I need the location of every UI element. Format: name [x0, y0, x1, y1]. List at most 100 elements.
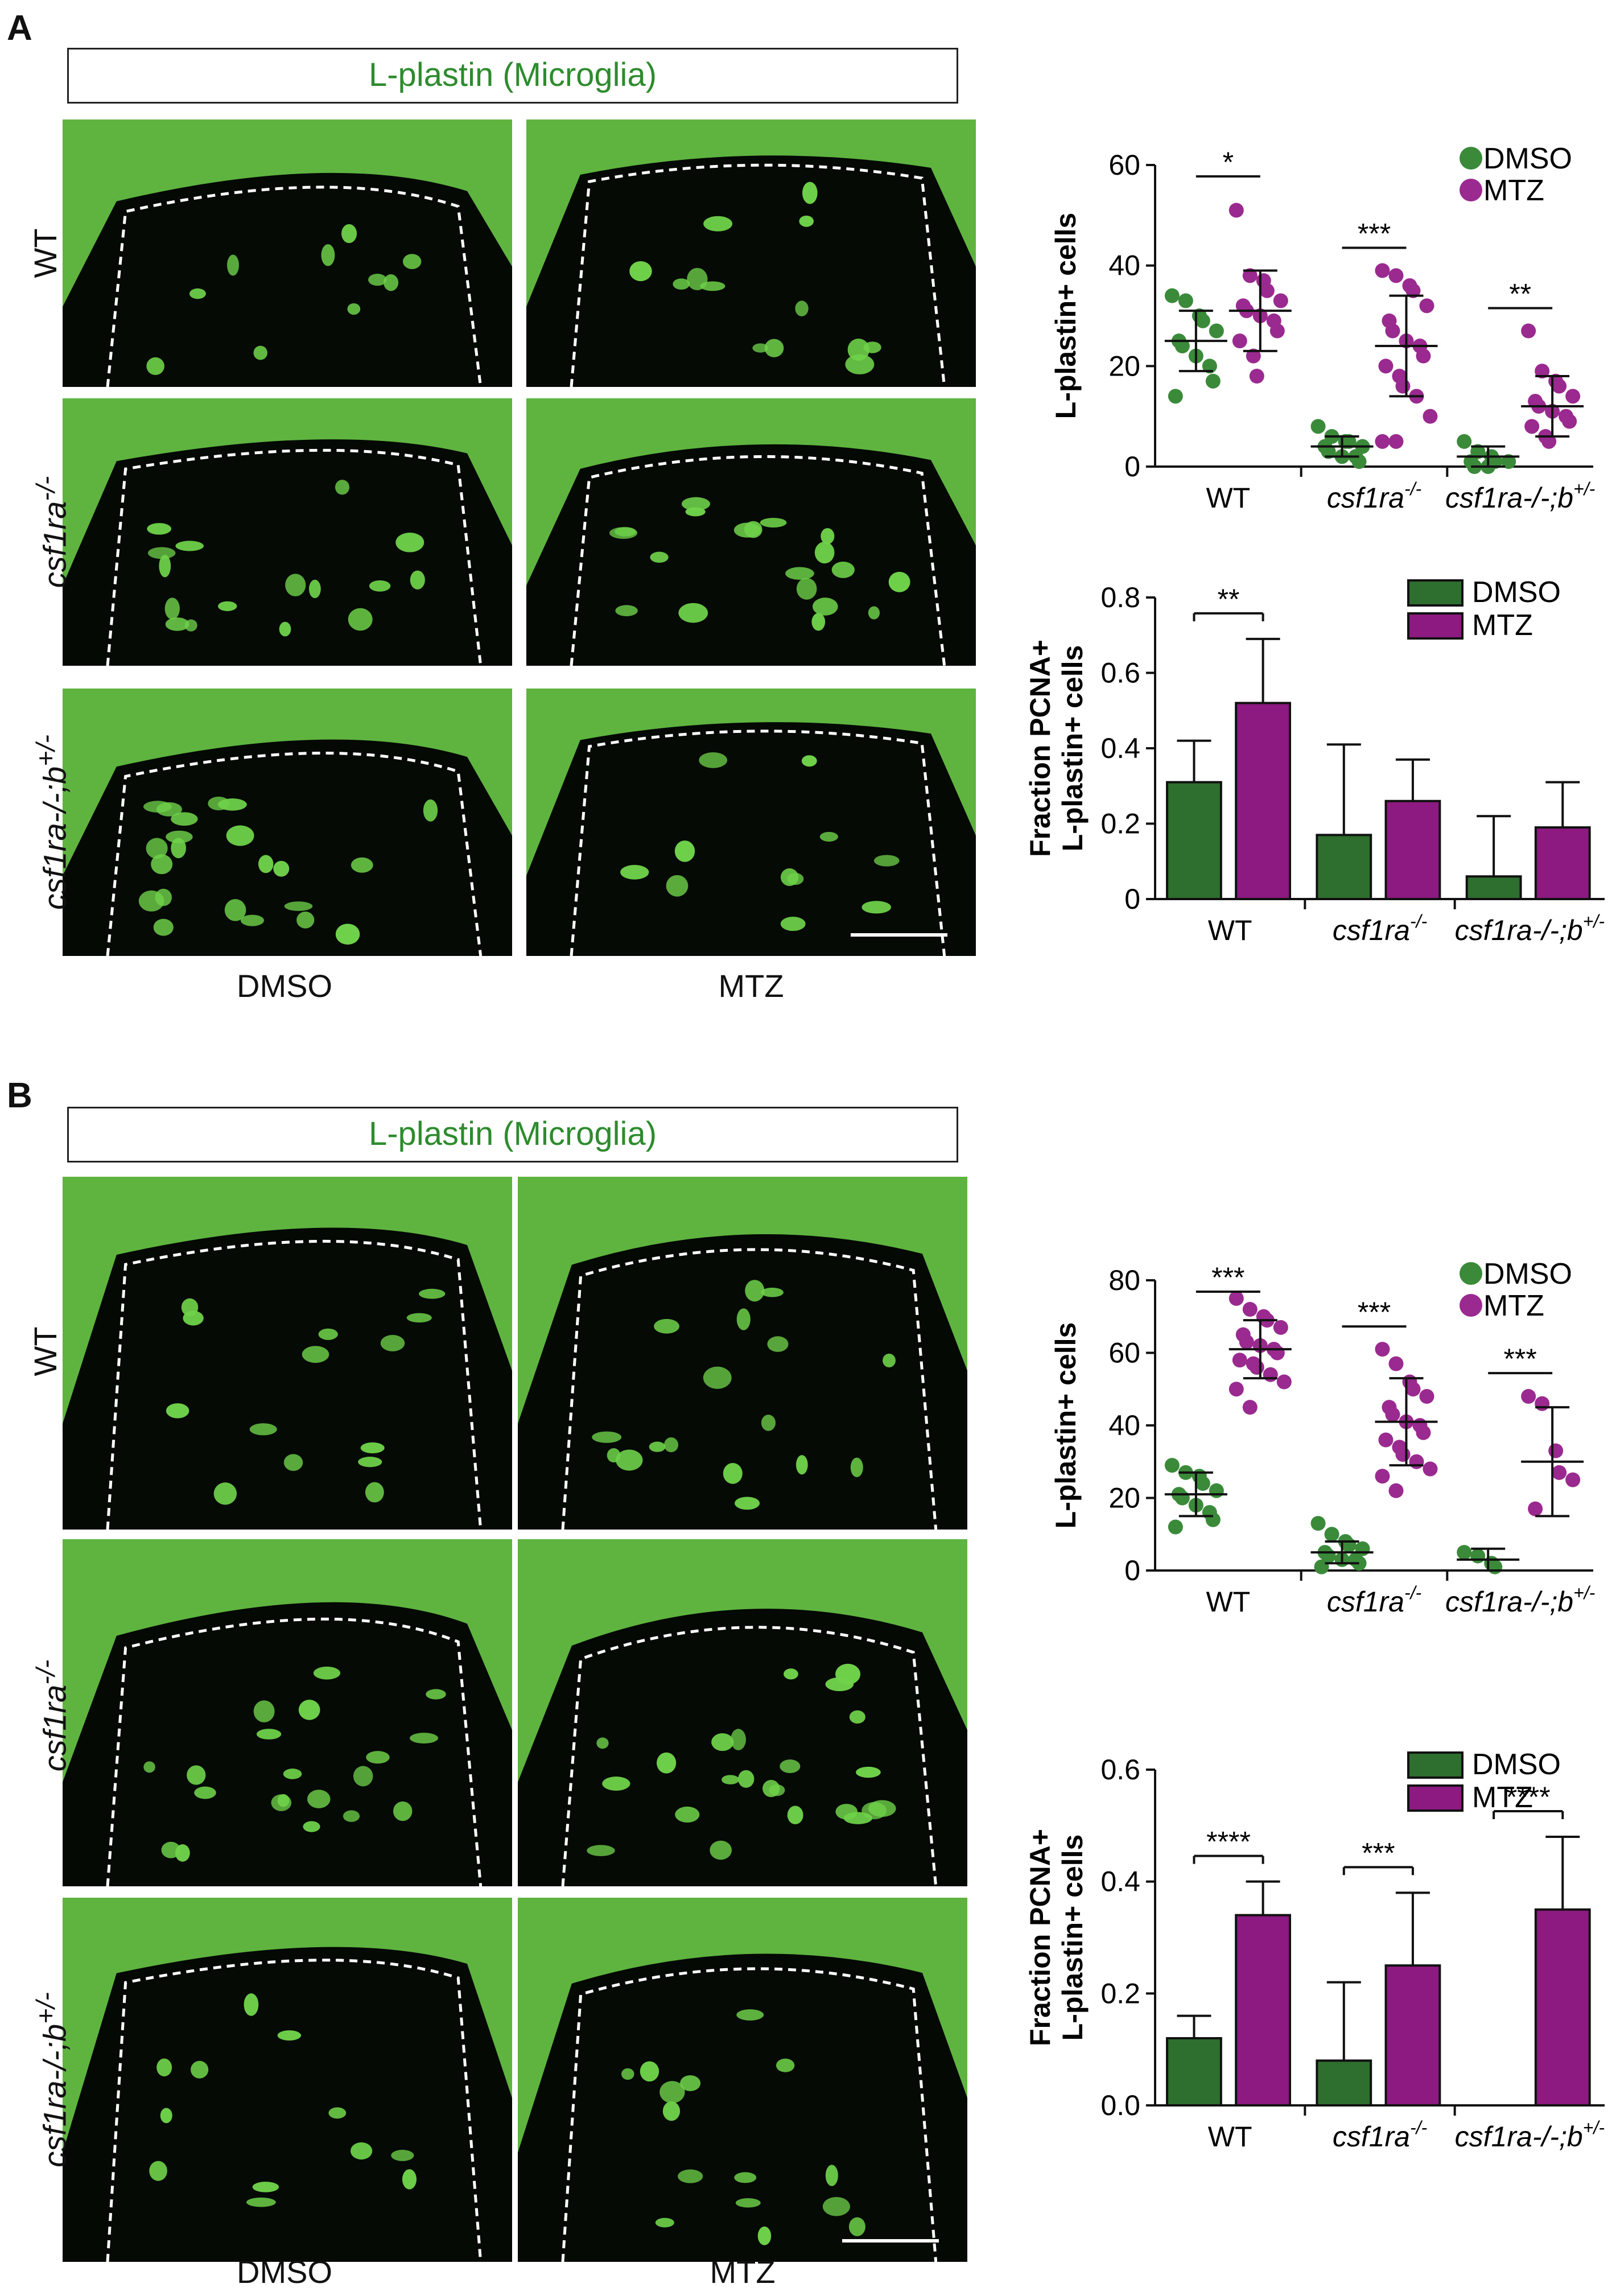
data-point: [1405, 283, 1421, 298]
bar: [1534, 1908, 1591, 2107]
chart-b-scatter: 0 20 40 60 80 L-plastin+ cells WT csf1ra-/- csf1…: [1024, 1246, 1610, 1644]
microglia-cell: [138, 890, 164, 912]
data-point: [1195, 313, 1210, 328]
microglia-cell: [143, 1761, 155, 1773]
microglia-cell: [273, 860, 290, 877]
microglia-cell: [253, 345, 267, 360]
x-tick-label: csf1ra-/-;b+/-: [1445, 1582, 1595, 1618]
panel-b-title: L-plastin (Microglia): [67, 1107, 958, 1163]
data-point: [1388, 1483, 1404, 1498]
microglia-cell: [802, 182, 818, 204]
data-point: [1388, 434, 1404, 449]
data-point: [1535, 1396, 1550, 1411]
microglia-cell: [335, 480, 350, 495]
microglia-cell: [849, 1710, 865, 1724]
micrograph-a-csf1rab-mtz: [526, 689, 976, 956]
row-label-b-wt: WT: [27, 1326, 63, 1376]
y-tick-label: 0.4: [1100, 1866, 1140, 1898]
significance-label: ***: [1358, 1296, 1391, 1328]
microglia-cell: [246, 2198, 276, 2207]
microglia-cell: [366, 1751, 390, 1764]
microglia-cell: [615, 605, 638, 617]
bar: [1384, 1964, 1441, 2107]
significance-label: ****: [1206, 1826, 1251, 1858]
microglia-cell: [700, 281, 725, 291]
spinal-cord-region: [571, 165, 945, 387]
microglia-cell: [711, 1733, 734, 1751]
microglia-cell: [351, 857, 373, 873]
microglia-cell: [673, 278, 690, 290]
bar: [1166, 2037, 1222, 2107]
legend-swatch: [1407, 1751, 1464, 1779]
microglia-cell: [159, 554, 171, 578]
data-point: [1416, 348, 1431, 364]
microglia-cell: [640, 2061, 659, 2082]
x-tick-label: csf1ra-/-: [1327, 479, 1421, 514]
col-label-a-mtz: MTZ: [718, 968, 784, 1004]
data-point: [1565, 1472, 1581, 1487]
panel-b-letter: B: [7, 1076, 32, 1115]
data-point: [1409, 1454, 1424, 1469]
data-point: [1562, 414, 1577, 429]
microglia-cell: [738, 1770, 755, 1788]
microglia-cell: [873, 855, 900, 867]
data-point: [1246, 348, 1261, 364]
microglia-cell: [149, 2161, 167, 2181]
microglia-cell: [335, 924, 360, 945]
data-point: [1273, 293, 1288, 308]
microglia-cell: [240, 914, 265, 926]
microglia-cell: [796, 578, 817, 600]
microglia-cell: [348, 608, 373, 631]
data-point: [1385, 323, 1400, 339]
microglia-cell: [224, 899, 246, 921]
row-label-a-csf1ra: csf1ra-/-: [31, 476, 73, 588]
data-point: [1242, 1400, 1258, 1415]
panel-a-letter: A: [7, 9, 32, 48]
microglia-cell: [393, 1801, 413, 1821]
microglia-cell: [733, 522, 761, 538]
microglia-cell: [143, 801, 172, 813]
micrograph-b-csf1ra-dmso: [63, 1539, 512, 1886]
microglia-cell: [780, 917, 806, 931]
data-point: [1259, 283, 1275, 298]
data-point: [1405, 1382, 1421, 1397]
microglia-cell: [277, 1794, 290, 1807]
microglia-cell: [861, 901, 891, 914]
y-tick-label: 0.8: [1100, 582, 1140, 613]
microglia-cell: [821, 528, 835, 545]
microglia-cell: [298, 1700, 320, 1720]
microglia-cell: [649, 1441, 666, 1452]
micrograph-b-csf1rab-dmso: [63, 1898, 512, 2262]
chart-b-bar: 0.0 0.2 0.4 0.6 Fraction PCNA+ L-plastin+ cel…: [1013, 1736, 1610, 2179]
data-point: [1378, 1432, 1394, 1448]
micrograph-a-csf1rab-dmso: [63, 689, 512, 956]
micrograph-b-csf1rab-mtz: [518, 1898, 967, 2262]
microglia-cell: [731, 1729, 746, 1750]
data-point: [1209, 1483, 1224, 1498]
legend-swatch: [1407, 612, 1464, 640]
col-label-b-dmso: DMSO: [237, 2254, 332, 2290]
tissue-border: [526, 689, 976, 876]
microglia-cell: [380, 1335, 405, 1351]
data-point: [1242, 1302, 1258, 1317]
legend-marker: [1460, 1262, 1482, 1285]
bar: [1166, 781, 1222, 900]
data-point: [1524, 419, 1540, 434]
microglia-cell: [602, 1776, 630, 1791]
tissue-border: [63, 689, 512, 876]
x-tick-label: WT: [1206, 1586, 1250, 1618]
microglia-cell: [681, 497, 711, 511]
microglia-cell: [341, 224, 357, 244]
data-point: [1178, 293, 1193, 308]
microglia-cell: [165, 617, 189, 631]
microglia-cell: [659, 2081, 685, 2104]
micrograph-a-csf1ra-mtz: [526, 398, 976, 666]
microglia-cell: [308, 579, 321, 599]
scale-bar: [842, 2239, 939, 2243]
tissue-border: [518, 1898, 967, 2153]
data-point: [1232, 1353, 1247, 1368]
data-point: [1310, 419, 1326, 434]
microglia-cell: [734, 2172, 757, 2183]
microglia-cell: [811, 613, 826, 631]
y-tick-label: 0.0: [1100, 2089, 1140, 2121]
